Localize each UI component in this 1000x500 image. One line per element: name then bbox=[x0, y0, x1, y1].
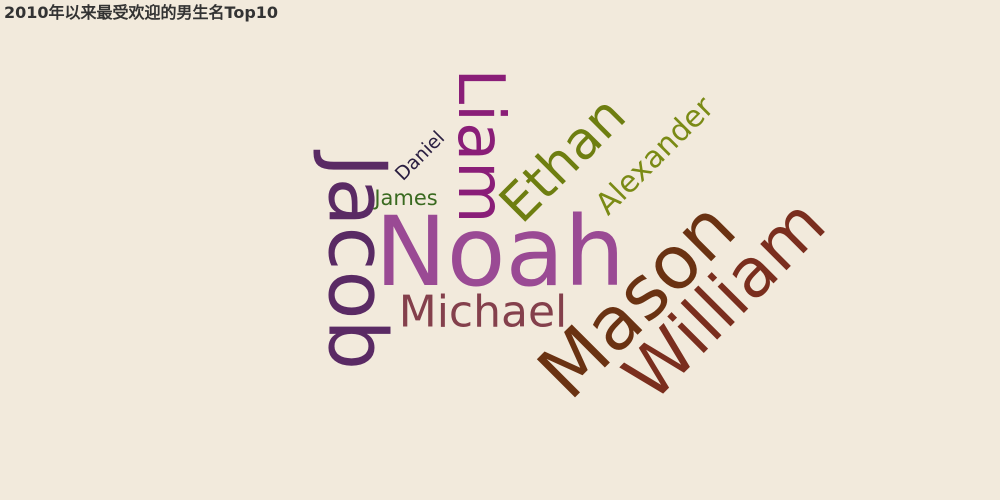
word-jacob: Jacob bbox=[311, 149, 404, 370]
word-noah: Noah bbox=[375, 196, 625, 308]
word-liam: Liam bbox=[443, 69, 517, 224]
word-james: James bbox=[372, 186, 437, 210]
chart-title: 2010年以来最受欢迎的男生名Top10 bbox=[4, 3, 279, 22]
word-michael: Michael bbox=[399, 287, 568, 338]
